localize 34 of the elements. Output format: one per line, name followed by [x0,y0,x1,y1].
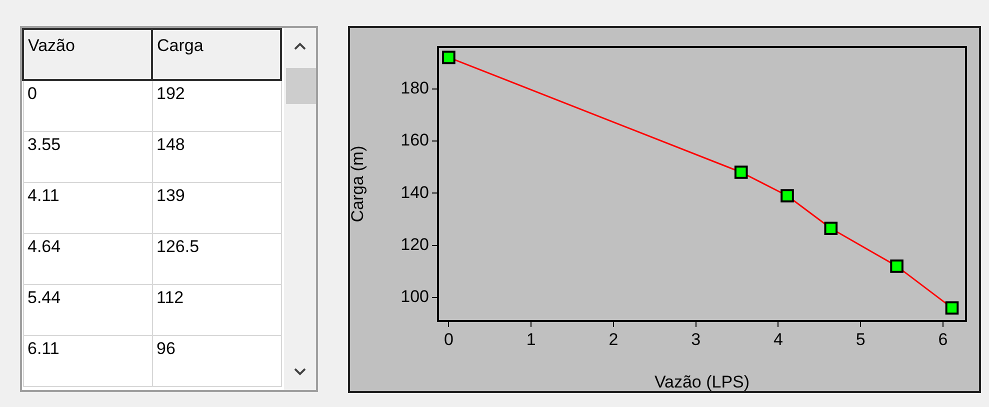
text: 192 [152,80,281,131]
point [890,260,904,273]
text: 3.55 [23,131,152,182]
x-tick-label: 2 [608,330,618,349]
y-axis-title: Carga (m) [348,146,367,222]
text: 126.5 [152,233,281,284]
x-tick-label: 5 [856,330,866,349]
text: 5.44 [23,284,152,335]
text: 112 [152,284,281,335]
x-tick-label: 4 [773,330,783,349]
y-tick-label: 120 [400,235,429,254]
y-tick-label: 160 [400,130,429,150]
x-tick-label: 6 [938,330,948,349]
x-tick-label: 3 [691,330,701,349]
y-tick-label: 180 [400,78,429,98]
text: Carga [152,29,281,80]
y-tick-label: 140 [400,182,429,202]
text: 139 [152,182,281,233]
point [734,166,748,179]
point [780,189,794,202]
point [945,301,959,315]
text: 4.64 [23,233,152,284]
text: 148 [152,131,281,182]
point [442,50,456,64]
text: 96 [152,335,281,386]
text: 0 [23,80,152,131]
x-tick-label: 1 [526,330,536,349]
point [824,222,838,236]
y-tick-label: 100 [400,287,429,306]
text: 4.11 [23,182,152,233]
x-axis-title: Vazão (LPS) [654,372,750,392]
text: 6.11 [23,335,152,386]
x-tick-label: 0 [444,330,454,349]
text: Vazão [23,29,152,80]
